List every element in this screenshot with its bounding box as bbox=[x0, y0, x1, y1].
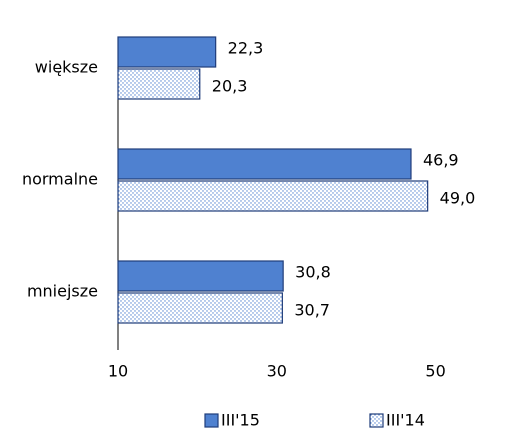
bar bbox=[117, 260, 284, 292]
legend-label: III'15 bbox=[221, 411, 260, 430]
legend-swatch bbox=[369, 413, 384, 428]
x-tick-label: 30 bbox=[267, 362, 287, 381]
bar bbox=[117, 68, 201, 100]
bar bbox=[117, 180, 429, 212]
legend-swatch bbox=[204, 413, 219, 428]
value-label: 49,0 bbox=[440, 189, 476, 208]
value-label: 22,3 bbox=[228, 39, 264, 58]
bar bbox=[117, 148, 412, 180]
y-tick-label: normalne bbox=[22, 170, 98, 189]
value-label: 30,8 bbox=[295, 263, 331, 282]
bar bbox=[117, 36, 217, 68]
bar bbox=[117, 292, 283, 324]
x-tick-label: 50 bbox=[425, 362, 445, 381]
value-label: 20,3 bbox=[212, 77, 248, 96]
y-tick-label: mniejsze bbox=[27, 282, 98, 301]
x-tick-label: 10 bbox=[108, 362, 128, 381]
legend-label: III'14 bbox=[386, 411, 425, 430]
value-label: 46,9 bbox=[423, 151, 459, 170]
y-tick-label: większe bbox=[35, 58, 98, 77]
value-label: 30,7 bbox=[294, 301, 330, 320]
